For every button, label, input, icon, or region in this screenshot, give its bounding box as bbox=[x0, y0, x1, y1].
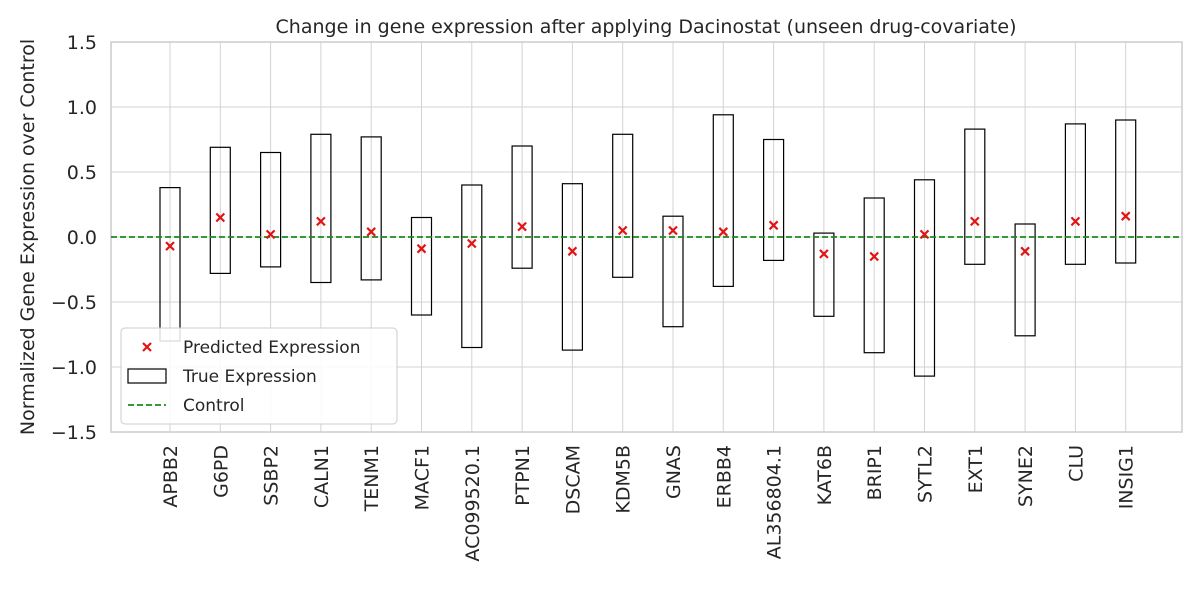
x-tick-label: AL356804.1 bbox=[764, 445, 786, 559]
x-tick-label: INSIG1 bbox=[1116, 445, 1138, 509]
y-tick-label: 1.5 bbox=[67, 32, 97, 54]
true-expression-box bbox=[360, 136, 382, 281]
plot-area: −1.5 −1.0 −0.5 0.0 0.5 1.0 1.5 APBB2 G6PD SSBP2 CA… bbox=[51, 32, 1183, 562]
legend-label: Predicted Expression bbox=[183, 338, 361, 358]
predicted-marker bbox=[970, 216, 980, 227]
true-expression-box bbox=[209, 146, 231, 275]
true-expression-box bbox=[712, 114, 734, 288]
x-tick-label: MACF1 bbox=[412, 445, 434, 510]
true-expression-box bbox=[662, 215, 684, 328]
legend-predicted-marker bbox=[142, 342, 152, 352]
true-expression-box bbox=[1064, 123, 1087, 265]
predicted-marker bbox=[768, 220, 779, 231]
predicted-marker bbox=[1070, 216, 1081, 227]
x-tick-label: APBB2 bbox=[160, 445, 182, 508]
true-expression-box bbox=[813, 232, 835, 317]
x-tick-label: SYTL2 bbox=[915, 445, 937, 503]
predicted-marker bbox=[416, 243, 427, 254]
legend-label: Control bbox=[183, 396, 244, 416]
true-expression-box bbox=[964, 128, 986, 265]
predicted-marker bbox=[567, 246, 578, 257]
true-expression-box bbox=[863, 197, 885, 354]
x-tick-label: ERBB4 bbox=[713, 445, 735, 508]
x-tick-label: DSCAM bbox=[562, 445, 584, 514]
true-expression-box bbox=[461, 184, 483, 349]
x-tick-label: CALN1 bbox=[311, 445, 333, 508]
predicted-marker bbox=[316, 216, 326, 227]
legend-box bbox=[120, 327, 398, 425]
y-tick-label: −1.0 bbox=[51, 357, 97, 379]
true-expression-box bbox=[410, 216, 433, 316]
legend: Predicted Expression True Expression Contr… bbox=[120, 327, 398, 425]
predicted-marker bbox=[1020, 246, 1030, 257]
y-axis-label: Normalized Gene Expression over Control bbox=[17, 39, 39, 435]
predicted-marker bbox=[718, 227, 729, 237]
predicted-marker bbox=[617, 225, 628, 236]
x-tick-label: EXT1 bbox=[965, 445, 987, 493]
y-tick-label: −0.5 bbox=[51, 292, 97, 314]
x-tick-label: GNAS bbox=[663, 445, 685, 499]
x-tick-label: KAT6B bbox=[814, 445, 836, 505]
predicted-marker bbox=[1120, 211, 1131, 221]
y-tick-label: 1.0 bbox=[67, 97, 97, 119]
predicted-marker bbox=[165, 241, 175, 251]
true-expression-box bbox=[260, 151, 282, 268]
true-expression-box bbox=[612, 133, 634, 278]
predicted-marker bbox=[366, 227, 376, 237]
legend-box-swatch bbox=[127, 368, 167, 384]
predicted-marker bbox=[819, 249, 829, 259]
predicted-marker bbox=[467, 238, 477, 249]
true-expression-box bbox=[511, 145, 533, 269]
predicted-marker bbox=[668, 225, 678, 236]
x-tick-label: TENM1 bbox=[361, 445, 383, 512]
x-tick-label: PTPN1 bbox=[512, 445, 534, 506]
true-expression-box bbox=[561, 183, 584, 351]
x-tick-label: BRIP1 bbox=[864, 445, 886, 500]
x-tick-label: KDM5B bbox=[613, 445, 635, 514]
true-expression-box bbox=[913, 179, 936, 377]
predicted-marker bbox=[265, 229, 276, 240]
x-tick-label: SSBP2 bbox=[261, 445, 283, 506]
true-expression-box bbox=[310, 133, 332, 284]
true-expression-box bbox=[762, 138, 785, 262]
predicted-marker bbox=[215, 212, 226, 223]
legend-label: True Expression bbox=[182, 367, 317, 387]
x-tick-label: G6PD bbox=[210, 445, 232, 498]
x-tick-label: SYNE2 bbox=[1015, 445, 1037, 507]
predicted-marker bbox=[919, 229, 930, 240]
y-tick-label: 0.0 bbox=[67, 227, 97, 249]
true-expression-box bbox=[1014, 223, 1036, 337]
x-tick-label: AC099520.1 bbox=[462, 445, 484, 562]
true-expression-box bbox=[1115, 119, 1137, 264]
y-tick-label: 0.5 bbox=[67, 162, 97, 184]
chart-title: Change in gene expression after applying… bbox=[276, 16, 1017, 38]
predicted-marker bbox=[869, 251, 879, 262]
y-tick-label: −1.5 bbox=[51, 422, 97, 444]
x-tick-label: CLU bbox=[1065, 445, 1087, 482]
predicted-marker bbox=[517, 221, 527, 232]
